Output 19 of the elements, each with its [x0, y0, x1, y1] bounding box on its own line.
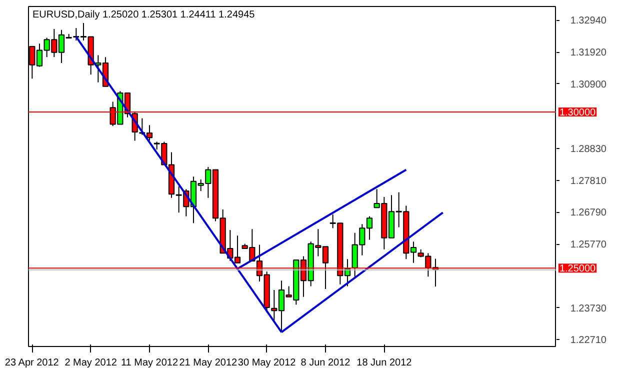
- x-tick-label: 18 Jun 2012: [356, 358, 412, 368]
- y-tick-label: 1.32940: [570, 16, 607, 27]
- y-tick-label: 1.28830: [570, 144, 607, 156]
- y-tick-label: 1.25770: [570, 240, 607, 251]
- y-tick-label: 1.27810: [570, 176, 607, 187]
- ref-line-label: 1.30000: [559, 108, 596, 119]
- x-tick-label: 30 May 2012: [238, 358, 296, 368]
- y-tick-label: 1.31920: [570, 48, 607, 59]
- chart-title: EURUSD,Daily 1.25020 1.25301 1.24411 1.24945: [32, 10, 256, 20]
- ref-line-label: 1.25000: [559, 264, 596, 275]
- x-tick-label: 21 May 2012: [179, 358, 238, 368]
- y-tick-label: 1.23730: [570, 303, 607, 314]
- y-tick-label: 1.30900: [570, 79, 607, 90]
- y-tick-label: 1.26790: [570, 208, 607, 219]
- x-tick-label: 2 May 2012: [64, 358, 118, 368]
- x-tick-label: 23 Apr 2012: [4, 358, 60, 368]
- x-tick-label: 11 May 2012: [120, 358, 178, 368]
- y-tick-label: 1.22710: [570, 335, 607, 346]
- x-tick-label: 8 Jun 2012: [300, 358, 351, 368]
